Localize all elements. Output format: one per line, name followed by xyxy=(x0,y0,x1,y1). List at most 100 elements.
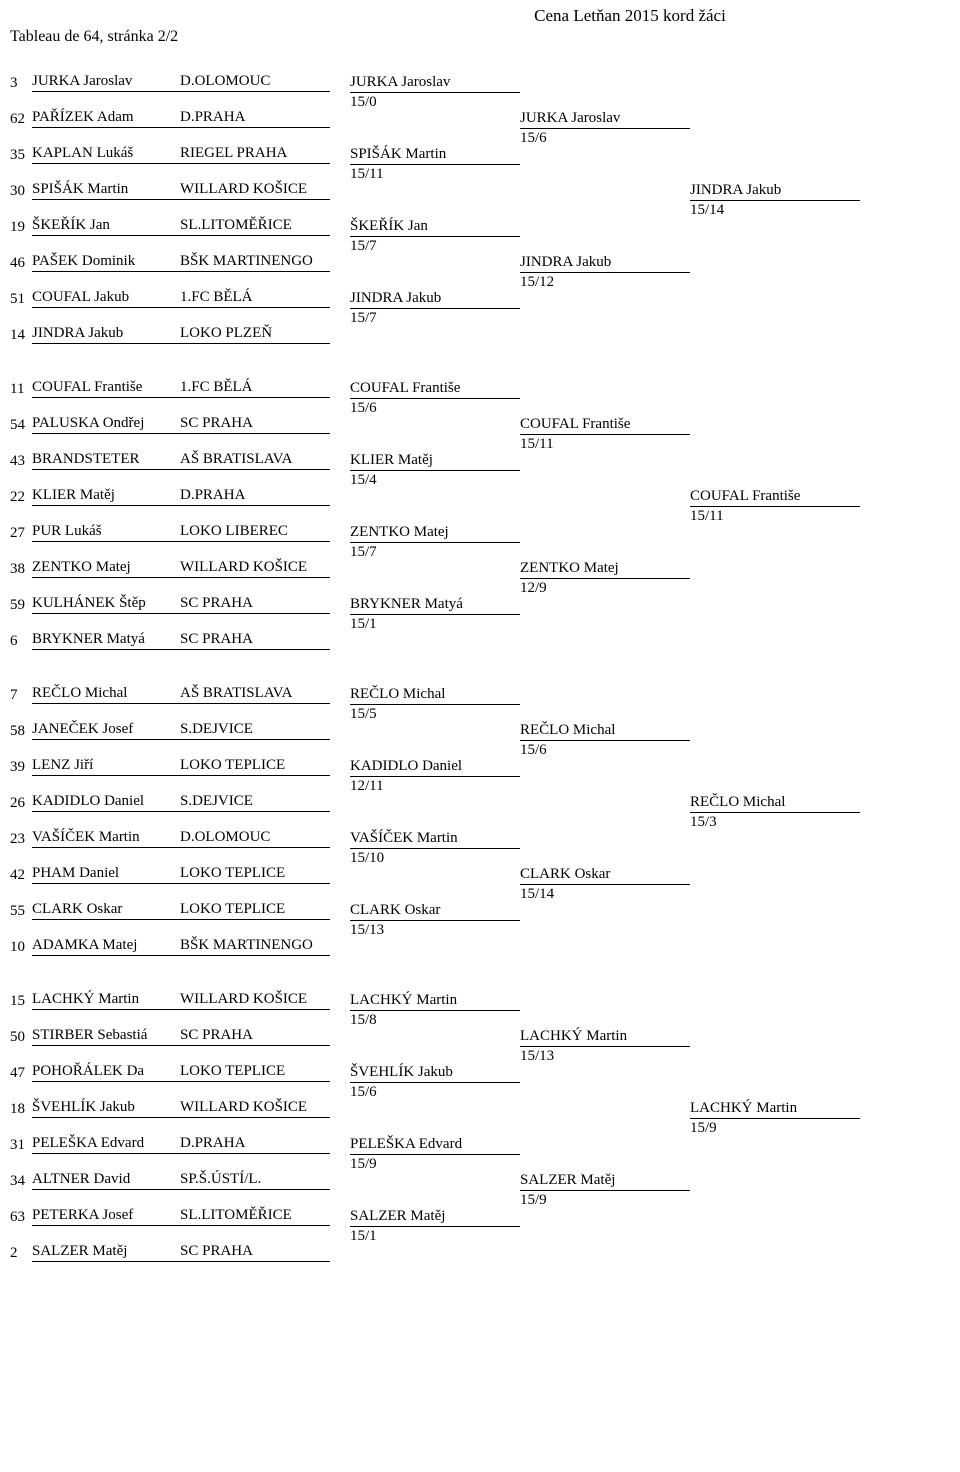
seed-name: REČLO Michal xyxy=(32,685,180,704)
seed-name: KADIDLO Daniel xyxy=(32,793,180,812)
seed-club: S.DEJVICE xyxy=(180,793,330,812)
winner-score: 15/4 xyxy=(350,471,520,489)
match-winner: REČLO Michal15/6 xyxy=(520,668,690,812)
seed-number: 34 xyxy=(10,1173,32,1190)
match-winner: ZENTKO Matej12/9 xyxy=(520,506,690,650)
seed-club: SL.LITOMĚŘICE xyxy=(180,1207,330,1226)
winner-score: 15/11 xyxy=(350,165,520,183)
seed-row: 62PAŘÍZEK AdamD.PRAHA xyxy=(10,92,350,128)
winner-score: 15/12 xyxy=(520,273,690,291)
seed-number: 26 xyxy=(10,795,32,812)
seed-number: 58 xyxy=(10,723,32,740)
seed-name: KLIER Matěj xyxy=(32,487,180,506)
seed-row: 55CLARK OskarLOKO TEPLICE xyxy=(10,884,350,920)
bracket-group: 15LACHKÝ MartinWILLARD KOŠICE50STIRBER S… xyxy=(10,974,950,1262)
seed-club: 1.FC BĚLÁ xyxy=(180,379,330,398)
winner-score: 15/9 xyxy=(350,1155,520,1173)
seed-number: 38 xyxy=(10,561,32,578)
seed-name: JURKA Jaroslav xyxy=(32,73,180,92)
seed-club: LOKO TEPLICE xyxy=(180,901,330,920)
winner-name: REČLO Michal xyxy=(520,722,690,741)
seed-club: BŠK MARTINENGO xyxy=(180,937,330,956)
seed-name: COUFAL Františe xyxy=(32,379,180,398)
seed-club: WILLARD KOŠICE xyxy=(180,559,330,578)
winner-name: REČLO Michal xyxy=(690,794,860,813)
match-winner: CLARK Oskar15/13 xyxy=(350,884,520,956)
winner-score: 15/13 xyxy=(520,1047,690,1065)
seed-row: 2SALZER MatějSC PRAHA xyxy=(10,1226,350,1262)
seed-name: CLARK Oskar xyxy=(32,901,180,920)
winner-name: KADIDLO Daniel xyxy=(350,758,520,777)
winner-score: 15/13 xyxy=(350,921,520,939)
seed-club: SC PRAHA xyxy=(180,1243,330,1262)
seed-name: ŠKEŘÍK Jan xyxy=(32,217,180,236)
winner-score: 15/7 xyxy=(350,543,520,561)
winner-name: PELEŠKA Edvard xyxy=(350,1136,520,1155)
winner-name: CLARK Oskar xyxy=(520,866,690,885)
seed-name: ADAMKA Matej xyxy=(32,937,180,956)
seed-row: 6BRYKNER MatyáSC PRAHA xyxy=(10,614,350,650)
seed-club: 1.FC BĚLÁ xyxy=(180,289,330,308)
seed-club: SC PRAHA xyxy=(180,415,330,434)
seed-name: JINDRA Jakub xyxy=(32,325,180,344)
seed-club: WILLARD KOŠICE xyxy=(180,181,330,200)
bracket-group: 7REČLO MichalAŠ BRATISLAVA58JANEČEK Jose… xyxy=(10,668,950,956)
seed-number: 63 xyxy=(10,1209,32,1226)
seed-name: ALTNER David xyxy=(32,1171,180,1190)
match-winner: KLIER Matěj15/4 xyxy=(350,434,520,506)
seed-row: 42PHAM DanielLOKO TEPLICE xyxy=(10,848,350,884)
seed-row: 18ŠVEHLÍK JakubWILLARD KOŠICE xyxy=(10,1082,350,1118)
seed-number: 22 xyxy=(10,489,32,506)
seed-number: 43 xyxy=(10,453,32,470)
seed-name: PETERKA Josef xyxy=(32,1207,180,1226)
match-winner: LACHKÝ Martin15/8 xyxy=(350,974,520,1046)
seed-name: BRANDSTETER xyxy=(32,451,180,470)
winner-name: KLIER Matěj xyxy=(350,452,520,471)
winner-name: LACHKÝ Martin xyxy=(690,1100,860,1119)
seed-number: 39 xyxy=(10,759,32,776)
seed-name: PAŠEK Dominik xyxy=(32,253,180,272)
seed-name: PHAM Daniel xyxy=(32,865,180,884)
seed-number: 10 xyxy=(10,939,32,956)
seed-number: 30 xyxy=(10,183,32,200)
winner-name: JINDRA Jakub xyxy=(520,254,690,273)
seed-name: PALUSKA Ondřej xyxy=(32,415,180,434)
winner-score: 15/11 xyxy=(520,435,690,453)
winner-score: 12/9 xyxy=(520,579,690,597)
winner-name: ZENTKO Matej xyxy=(350,524,520,543)
seed-name: BRYKNER Matyá xyxy=(32,631,180,650)
seed-row: 23VAŠÍČEK MartinD.OLOMOUC xyxy=(10,812,350,848)
seed-club: LOKO LIBEREC xyxy=(180,523,330,542)
winner-score: 15/11 xyxy=(690,507,860,525)
winner-name: JINDRA Jakub xyxy=(690,182,860,201)
seed-club: SL.LITOMĚŘICE xyxy=(180,217,330,236)
winner-score: 15/0 xyxy=(350,93,520,111)
seed-row: 27PUR LukášLOKO LIBEREC xyxy=(10,506,350,542)
seed-row: 3JURKA JaroslavD.OLOMOUC xyxy=(10,56,350,92)
seed-number: 6 xyxy=(10,633,32,650)
seed-club: LOKO TEPLICE xyxy=(180,1063,330,1082)
seed-number: 35 xyxy=(10,147,32,164)
seed-number: 14 xyxy=(10,327,32,344)
winner-score: 15/14 xyxy=(690,201,860,219)
match-winner: JINDRA Jakub15/7 xyxy=(350,272,520,344)
seed-number: 19 xyxy=(10,219,32,236)
bracket-group: 3JURKA JaroslavD.OLOMOUC62PAŘÍZEK AdamD.… xyxy=(10,56,950,344)
seed-number: 46 xyxy=(10,255,32,272)
winner-name: BRYKNER Matyá xyxy=(350,596,520,615)
seed-row: 34ALTNER DavidSP.Š.ÚSTÍ/L. xyxy=(10,1154,350,1190)
seed-number: 62 xyxy=(10,111,32,128)
seed-row: 31PELEŠKA EdvardD.PRAHA xyxy=(10,1118,350,1154)
winner-score: 15/7 xyxy=(350,237,520,255)
page-title: Cena Letňan 2015 kord žáci xyxy=(310,6,950,26)
seed-row: 59KULHÁNEK ŠtěpSC PRAHA xyxy=(10,578,350,614)
winner-name: ZENTKO Matej xyxy=(520,560,690,579)
seed-club: D.PRAHA xyxy=(180,1135,330,1154)
seed-number: 23 xyxy=(10,831,32,848)
winner-score: 15/3 xyxy=(690,813,860,831)
seed-club: BŠK MARTINENGO xyxy=(180,253,330,272)
match-winner: ŠKEŘÍK Jan15/7 xyxy=(350,200,520,272)
match-winner: REČLO Michal15/3 xyxy=(690,668,860,956)
seed-name: ZENTKO Matej xyxy=(32,559,180,578)
seed-club: S.DEJVICE xyxy=(180,721,330,740)
